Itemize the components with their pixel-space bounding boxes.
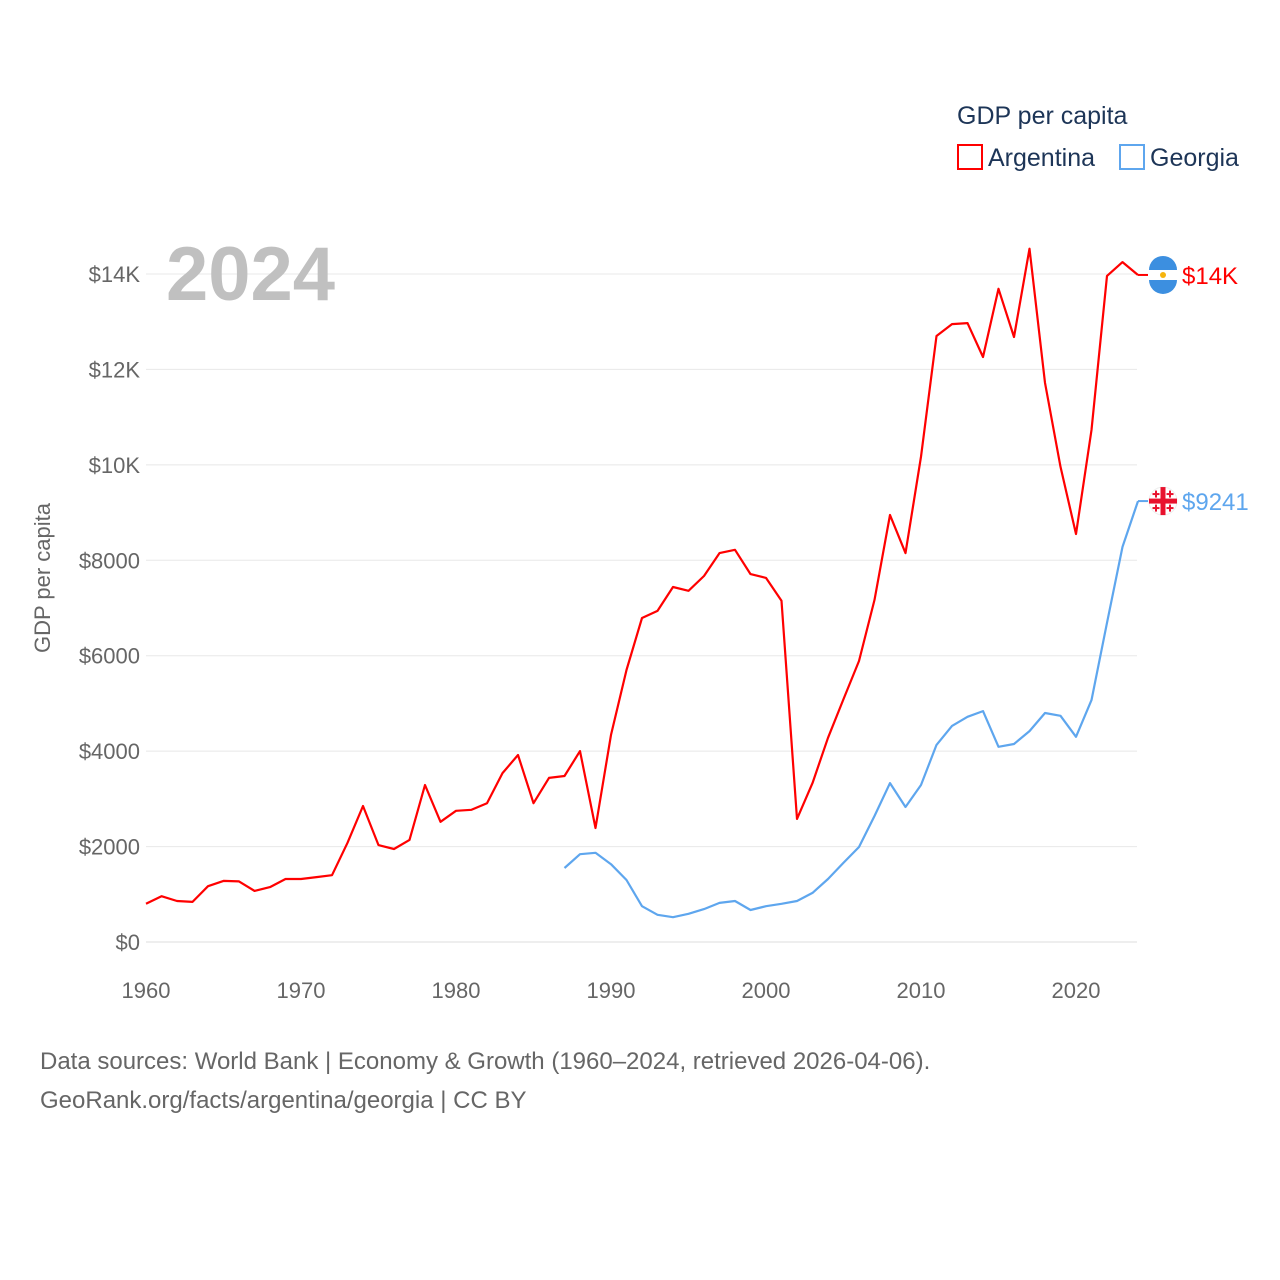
y-tick-label: $0 bbox=[116, 930, 140, 955]
source-link[interactable]: GeoRank.org/facts/argentina/georgia | CC… bbox=[40, 1087, 527, 1114]
y-tick-label: $4000 bbox=[79, 739, 140, 764]
x-tick-label: 2020 bbox=[1052, 978, 1101, 1003]
x-axis-ticks: 1960 1970 1980 1990 2000 2010 2020 bbox=[122, 978, 1101, 1003]
y-axis-label: GDP per capita bbox=[30, 502, 55, 653]
flag-stripe-bottom bbox=[1149, 279, 1178, 294]
x-tick-label: 2010 bbox=[897, 978, 946, 1003]
legend-item-georgia[interactable]: Georgia bbox=[1119, 144, 1239, 172]
y-tick-label: $14K bbox=[89, 262, 141, 287]
y-tick-label: $2000 bbox=[79, 835, 140, 860]
x-tick-label: 1960 bbox=[122, 978, 171, 1003]
flag-small-cross bbox=[1166, 493, 1174, 496]
legend-item-argentina[interactable]: Argentina bbox=[957, 144, 1095, 172]
flag-stripe-top bbox=[1149, 255, 1178, 270]
gridlines bbox=[146, 273, 1137, 943]
series-line-georgia bbox=[563, 500, 1140, 919]
legend-title: GDP per capita bbox=[957, 102, 1128, 130]
end-value-label-argentina: $14K bbox=[1182, 263, 1238, 290]
y-tick-label: $12K bbox=[89, 357, 141, 382]
y-tick-label: $8000 bbox=[79, 548, 140, 573]
x-tick-label: 1990 bbox=[587, 978, 636, 1003]
legend-label-argentina: Argentina bbox=[988, 144, 1095, 172]
end-value-label-georgia: $9241 bbox=[1182, 489, 1249, 516]
year-watermark: 2024 bbox=[166, 232, 335, 317]
x-tick-label: 1980 bbox=[432, 978, 481, 1003]
argentina-flag-icon bbox=[1149, 255, 1178, 294]
series-line-argentina bbox=[145, 247, 1139, 905]
x-tick-label: 1970 bbox=[277, 978, 326, 1003]
x-tick-label: 2000 bbox=[742, 978, 791, 1003]
georgia-flag-icon bbox=[1148, 486, 1178, 516]
y-tick-label: $6000 bbox=[79, 644, 140, 669]
flag-small-cross bbox=[1152, 507, 1160, 510]
legend-label-georgia: Georgia bbox=[1150, 144, 1239, 172]
flag-cross-h bbox=[1149, 498, 1177, 504]
source-line-1: Data sources: World Bank | Economy & Gro… bbox=[40, 1048, 930, 1075]
legend: GDP per capita Argentina Georgia bbox=[957, 102, 1239, 172]
y-axis-ticks: $0 $2000 $4000 $6000 $8000 $10K $12K $14K bbox=[79, 262, 141, 955]
series-lines bbox=[145, 247, 1140, 919]
flag-small-cross bbox=[1166, 507, 1174, 510]
end-labels: $14K $9241 bbox=[1138, 255, 1249, 516]
y-tick-label: $10K bbox=[89, 453, 141, 478]
flag-sun bbox=[1160, 271, 1166, 278]
flag-small-cross bbox=[1152, 493, 1160, 496]
